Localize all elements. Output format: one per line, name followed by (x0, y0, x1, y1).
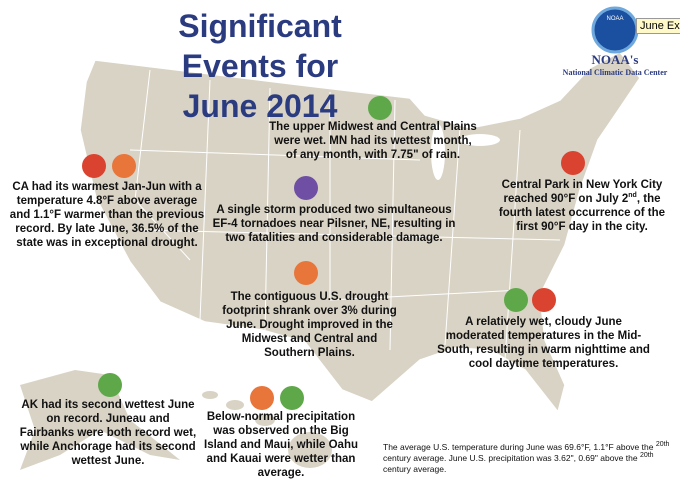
icons (82, 96, 585, 410)
event-text: The upper Midwest and Central Plains wer… (268, 120, 478, 162)
event-text: The contiguous U.S. drought footprint sh… (222, 290, 397, 360)
text-segment: Below-normal precipitation was observed … (204, 411, 358, 479)
superscript: nd (628, 192, 637, 200)
event-text: Below-normal precipitation was observed … (196, 410, 366, 480)
org-sub: National Climatic Data Center (562, 68, 668, 77)
text-segment: A relatively wet, cloudy June moderated … (437, 316, 650, 370)
state-lines (129, 69, 561, 361)
alaska (20, 370, 180, 470)
text-segment: The contiguous U.S. drought footprint sh… (222, 291, 397, 359)
event-text: A relatively wet, cloudy June moderated … (436, 315, 651, 371)
text-segment: AK had its second wettest June on record… (19, 399, 197, 467)
text-segment: A single storm produced two simultaneous… (212, 204, 456, 244)
event-text: AK had its second wettest June on record… (18, 398, 198, 468)
title-line: Significant Events for (178, 8, 342, 84)
title-line: June 2014 (182, 88, 338, 124)
event-text: CA had its warmest Jan-Jun with a temper… (8, 180, 206, 250)
lake (431, 124, 445, 180)
text-segment: century average. June U.S. precipitation… (383, 453, 640, 463)
footnote: The average U.S. temperature during June… (383, 441, 675, 475)
hawaii (202, 391, 332, 468)
event-text: Central Park in New York City reached 90… (494, 178, 670, 234)
org-name: NOAA's (591, 52, 639, 67)
noaa-logo (591, 6, 639, 54)
us-map (79, 51, 641, 414)
text-segment: Central Park in New York City reached 90… (501, 179, 663, 205)
event-text: A single storm produced two simultaneous… (208, 203, 460, 245)
title: Significant Events for June 2014 (130, 6, 390, 126)
logo-text: NOAA (606, 16, 623, 22)
tab[interactable]: June Ex (636, 18, 680, 34)
text-segment: The average U.S. temperature during June… (383, 442, 656, 452)
superscript: 20th (655, 441, 670, 449)
text-segment: The upper Midwest and Central Plains wer… (269, 121, 477, 161)
lake (460, 134, 500, 146)
text-segment: century average. (383, 464, 447, 474)
text-segment: , the fourth latest occurrence of the fi… (498, 193, 666, 233)
superscript: 20th (639, 452, 654, 460)
text-segment: CA had its warmest Jan-Jun with a temper… (9, 181, 205, 249)
org: NOAA's National Climatic Data Center (552, 52, 678, 77)
